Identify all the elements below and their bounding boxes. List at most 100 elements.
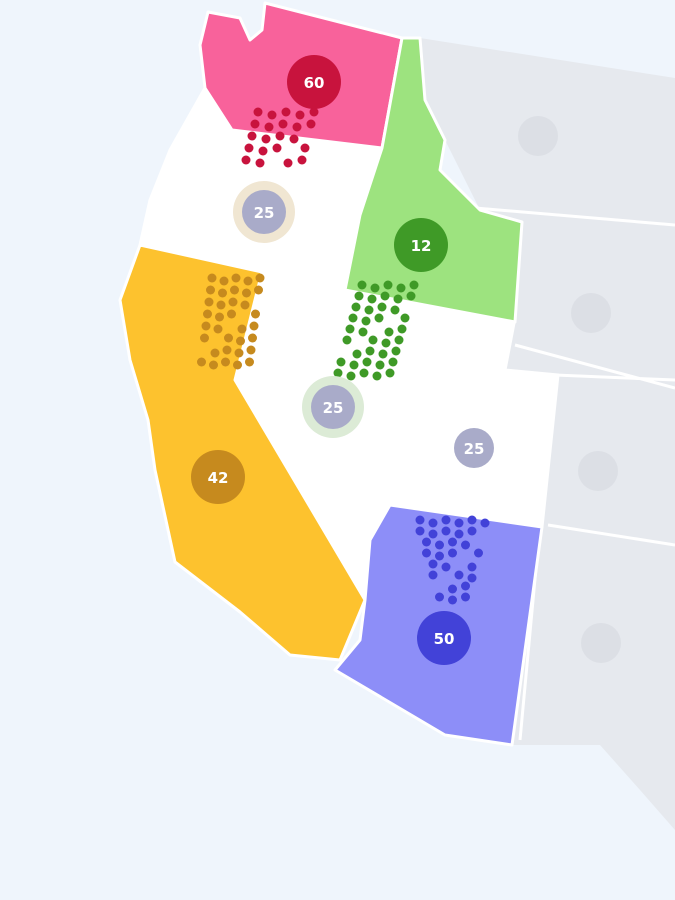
inactive-marker[interactable] <box>571 293 611 333</box>
flow-dot-arizona <box>441 515 451 525</box>
flow-dot-arizona <box>461 540 470 550</box>
flow-dot-washington <box>278 119 288 129</box>
flow-dot-idaho <box>342 335 352 345</box>
marker-oregon[interactable]: 25 <box>233 181 295 243</box>
state-idaho[interactable] <box>343 36 524 324</box>
flow-dot-california <box>197 357 206 367</box>
flow-dot-california <box>254 285 263 295</box>
flow-dot-arizona <box>467 562 477 572</box>
flow-dot-california <box>216 300 226 310</box>
marker-value: 50 <box>434 630 455 648</box>
flow-dot-california <box>201 321 211 331</box>
flow-dot-idaho <box>380 291 390 301</box>
state-borders <box>439 203 675 741</box>
marker-washington[interactable]: 60 <box>287 55 341 109</box>
flow-dot-idaho <box>409 280 419 290</box>
flow-dot-idaho <box>361 316 371 326</box>
flow-dot-california <box>237 324 247 334</box>
flow-dot-idaho <box>388 357 398 367</box>
flow-dot-california <box>200 333 209 343</box>
flow-dot-california <box>207 273 217 283</box>
inactive-marker[interactable] <box>578 451 618 491</box>
state-california[interactable] <box>118 243 367 662</box>
marker-nevada[interactable]: 25 <box>302 376 364 438</box>
flow-dot-california <box>236 336 245 346</box>
flow-dot-arizona <box>415 526 425 536</box>
flow-dot-idaho <box>357 280 367 290</box>
flow-dot-washington <box>295 110 305 120</box>
flow-dot-arizona <box>454 529 464 539</box>
flow-dot-idaho <box>352 349 362 359</box>
marker-circle <box>394 218 448 272</box>
flow-dot-california <box>249 321 259 331</box>
flow-dot-idaho <box>396 283 406 293</box>
flow-dot-idaho <box>349 360 359 370</box>
flow-dot-california <box>243 276 253 286</box>
flow-dot-washington <box>255 158 265 168</box>
flow-dot-arizona <box>441 526 451 536</box>
flow-dot-washington <box>281 107 291 117</box>
flow-dot-washington <box>264 122 274 132</box>
flow-dot-arizona <box>448 584 457 594</box>
flow-dot-california <box>245 357 254 367</box>
flow-dot-washington <box>247 131 257 141</box>
inactive-marker[interactable] <box>581 623 621 663</box>
marker-utah[interactable]: 25 <box>454 428 494 468</box>
flow-dot-idaho <box>359 368 369 378</box>
flow-dot-california <box>255 273 265 283</box>
flow-dot-idaho <box>393 294 403 304</box>
flow-dot-washington <box>275 131 285 141</box>
flow-dot-idaho <box>354 291 364 301</box>
flow-dot-washington <box>297 155 307 165</box>
flow-dot-california <box>228 297 238 307</box>
flow-dot-washington <box>272 143 282 153</box>
flow-dots <box>197 107 490 605</box>
flow-dot-idaho <box>368 335 378 345</box>
flow-dot-arizona <box>454 518 464 528</box>
flow-dot-arizona <box>422 548 431 558</box>
flow-dot-arizona <box>428 529 438 539</box>
flow-dot-arizona <box>428 570 438 580</box>
flow-dot-california <box>230 285 239 295</box>
inactive-marker[interactable] <box>518 116 558 156</box>
flow-dot-idaho <box>391 346 401 356</box>
flow-dot-arizona <box>415 515 425 525</box>
flow-dot-idaho <box>333 368 343 378</box>
flow-dot-washington <box>241 155 251 165</box>
flow-dot-california <box>209 360 218 370</box>
flow-dot-idaho <box>397 324 407 334</box>
flow-dot-arizona <box>461 592 470 602</box>
flow-dot-california <box>248 333 257 343</box>
flow-dot-california <box>227 309 236 319</box>
flow-dot-arizona <box>480 518 490 528</box>
flow-dot-california <box>233 360 242 370</box>
marker-arizona[interactable]: 50 <box>417 611 471 665</box>
flow-dot-washington <box>250 119 260 129</box>
marker-california[interactable]: 42 <box>191 450 245 504</box>
flow-dot-california <box>251 309 260 319</box>
flow-dot-arizona <box>467 515 477 525</box>
flow-dot-washington <box>289 134 299 144</box>
flow-dot-washington <box>261 134 271 144</box>
flow-dot-california <box>215 312 224 322</box>
flow-dot-california <box>221 357 230 367</box>
flow-dot-california <box>222 345 232 355</box>
flow-dot-california <box>242 288 251 298</box>
flow-dot-california <box>234 348 244 358</box>
flow-dot-arizona <box>467 526 477 536</box>
flow-dot-washington <box>306 119 316 129</box>
marker-idaho[interactable]: 12 <box>394 218 448 272</box>
flow-dot-arizona <box>474 548 483 558</box>
flow-dot-california <box>219 276 229 286</box>
flow-dot-arizona <box>448 595 457 605</box>
flow-dot-idaho <box>358 327 368 337</box>
flow-dot-arizona <box>448 548 457 558</box>
flow-dot-idaho <box>384 327 394 337</box>
flow-dot-arizona <box>461 581 470 591</box>
flow-dot-idaho <box>362 357 372 367</box>
flow-dot-idaho <box>406 291 416 301</box>
marker-value: 60 <box>304 74 325 92</box>
flow-dot-washington <box>267 110 277 120</box>
flow-dot-idaho <box>378 349 388 359</box>
